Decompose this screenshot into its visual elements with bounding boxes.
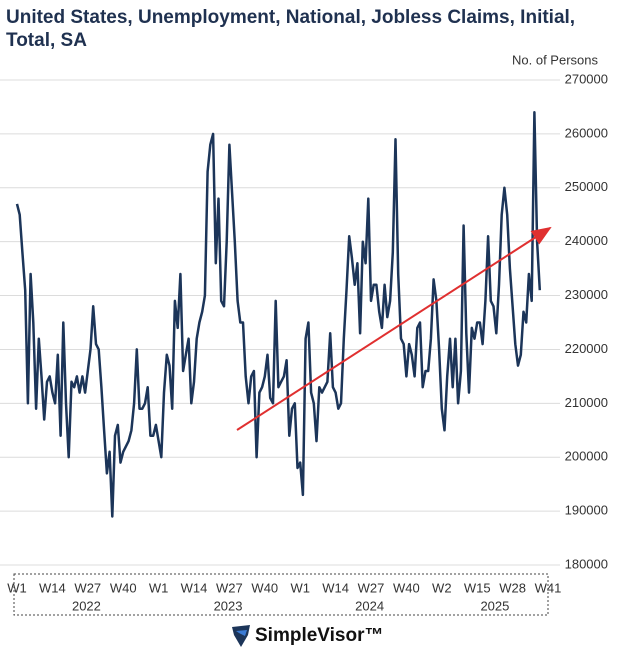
trend-arrow bbox=[236, 226, 552, 431]
chart-title: United States, Unemployment, National, J… bbox=[6, 7, 576, 51]
x-group-label: 2022 bbox=[72, 598, 101, 613]
x-tick-label: W28 bbox=[499, 580, 526, 595]
y-axis-label: No. of Persons bbox=[512, 52, 598, 67]
y-tick-label: 220000 bbox=[565, 341, 608, 356]
x-tick-label: W14 bbox=[322, 580, 349, 595]
x-group-label: 2024 bbox=[355, 598, 384, 613]
x-tick-label: W27 bbox=[74, 580, 101, 595]
y-tick-label: 240000 bbox=[565, 233, 608, 248]
y-tick-label: 230000 bbox=[565, 287, 608, 302]
x-tick-label: W27 bbox=[216, 580, 243, 595]
x-tick-label: W41 bbox=[535, 580, 562, 595]
x-tick-label: W40 bbox=[393, 580, 420, 595]
logo-icon bbox=[232, 625, 250, 647]
data-line bbox=[15, 111, 542, 518]
x-tick-label: W27 bbox=[358, 580, 385, 595]
x-group-label: 2023 bbox=[214, 598, 243, 613]
x-tick-label: W14 bbox=[39, 580, 66, 595]
x-tick-label: W2 bbox=[432, 580, 452, 595]
y-tick-label: 210000 bbox=[565, 395, 608, 410]
x-tick-label: W15 bbox=[464, 580, 491, 595]
logo-text: SimpleVisor™ bbox=[255, 625, 383, 646]
y-tick-label: 250000 bbox=[565, 179, 608, 194]
y-tick-label: 180000 bbox=[565, 556, 608, 571]
y-tick-label: 200000 bbox=[565, 449, 608, 464]
y-tick-label: 270000 bbox=[565, 71, 608, 86]
y-tick-label: 260000 bbox=[565, 125, 608, 140]
y-tick-label: 190000 bbox=[565, 503, 608, 518]
x-tick-label: W1 bbox=[290, 580, 310, 595]
x-tick-label: W40 bbox=[251, 580, 278, 595]
x-tick-label: W1 bbox=[7, 580, 27, 595]
x-tick-label: W14 bbox=[181, 580, 208, 595]
x-group-label: 2025 bbox=[480, 598, 509, 613]
x-tick-label: W1 bbox=[149, 580, 169, 595]
x-tick-label: W40 bbox=[110, 580, 137, 595]
x-axis-box bbox=[13, 573, 549, 616]
